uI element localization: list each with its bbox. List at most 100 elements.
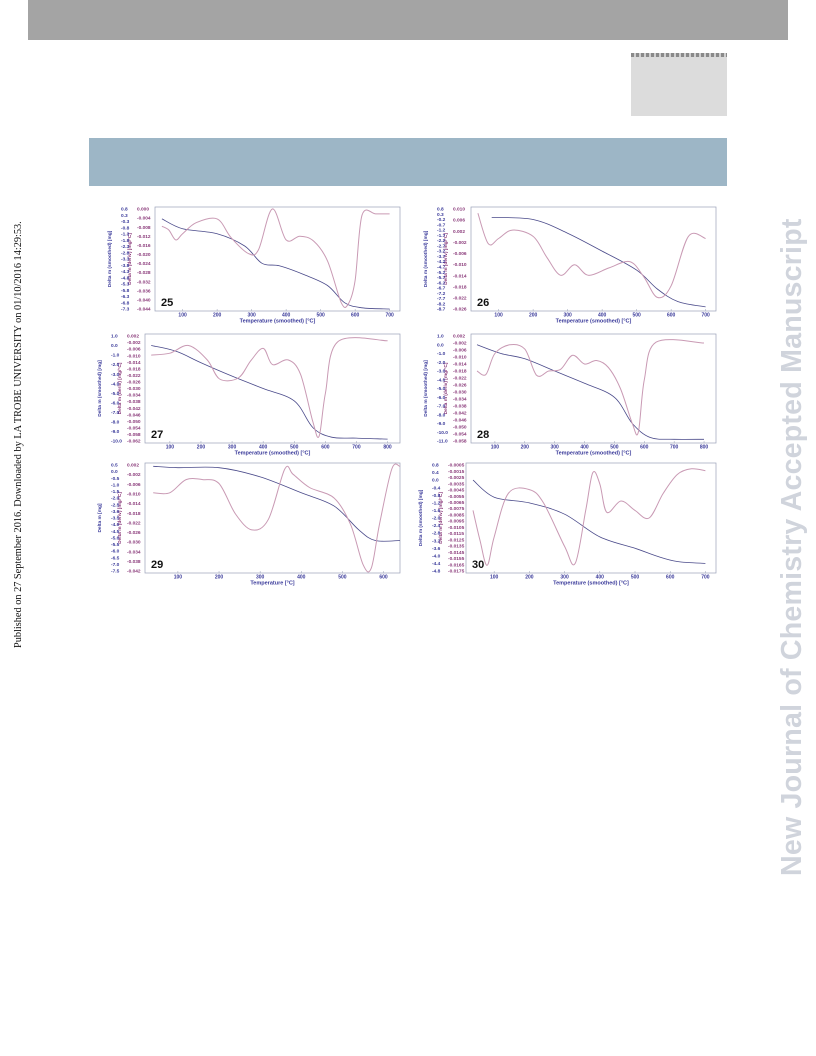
y-axis-label-left: Delta m (smoothed) [mg] <box>107 230 113 287</box>
y-tick-left: -5.8 <box>121 288 130 294</box>
x-tick-label: 500 <box>632 313 641 319</box>
x-tick-label: 200 <box>525 575 534 581</box>
y-tick-left: -7.0 <box>111 562 120 568</box>
y-tick-right: -0.018 <box>127 511 141 517</box>
y-tick-right: -0.0085 <box>448 512 465 518</box>
y-tick-right: -0.006 <box>127 482 141 488</box>
y-tick-right: 0.002 <box>453 334 465 340</box>
y-tick-left: -1.3 <box>121 232 130 238</box>
y-tick-left: -6.3 <box>121 294 130 300</box>
tga-panel-26: Delta m (smoothed) [mg] Delta m (deriv) [… <box>423 203 719 325</box>
y-axis-label-right: Delta m (deriv) [mg/°C] <box>438 492 444 544</box>
y-tick-left: 1.0 <box>111 334 118 340</box>
y-tick-left: -8.0 <box>437 412 446 418</box>
y-tick-right: 0.010 <box>453 207 465 213</box>
y-tick-left: -7.3 <box>121 307 130 313</box>
panel-number: 29 <box>151 559 163 571</box>
y-tick-right: -0.034 <box>127 549 141 555</box>
y-tick-right: -0.034 <box>453 397 467 403</box>
x-tick-label: 100 <box>490 575 499 581</box>
x-tick-label: 600 <box>666 575 675 581</box>
y-axis-label-right: Delta m (deriv) [mg/°C] <box>443 233 449 285</box>
y-tick-right: -0.054 <box>127 425 141 431</box>
y-tick-left: -4.5 <box>111 529 120 535</box>
y-tick-right: -0.044 <box>137 307 151 313</box>
y-tick-left: -5.5 <box>111 542 120 548</box>
y-tick-right: -0.018 <box>453 284 467 290</box>
y-tick-left: -1.0 <box>437 351 446 357</box>
y-axis-label-right: Delta m (deriv) [mg/°C] <box>117 492 123 544</box>
y-tick-left: 1.0 <box>437 334 444 340</box>
derivative-curve <box>153 463 401 573</box>
y-tick-left: -2.0 <box>437 360 446 366</box>
y-tick-left: -2.8 <box>121 250 130 256</box>
y-tick-left: -6.0 <box>437 395 446 401</box>
x-axis-label: Temperature (smoothed) [°C] <box>556 451 632 457</box>
mass-loss-curve <box>161 218 390 310</box>
y-axis-label-right: Delta m (deriv) [mg/°C] <box>443 362 449 414</box>
header-bar <box>28 0 788 40</box>
tga-chart-29: Delta m [mg] Delta m (deriv) [mg/°C]0.50.… <box>97 463 401 587</box>
derivative-curve <box>476 339 705 436</box>
y-tick-right: -0.022 <box>453 295 467 301</box>
y-tick-left: -4.0 <box>111 381 120 387</box>
y-tick-right: -0.0125 <box>448 537 465 543</box>
y-tick-right: -0.0065 <box>448 500 465 506</box>
y-tick-left: -3.0 <box>437 369 446 375</box>
x-tick-label: 800 <box>700 445 709 451</box>
y-tick-left: 0.4 <box>432 470 439 476</box>
x-tick-label: 400 <box>282 313 291 319</box>
x-tick-label: 600 <box>667 313 676 319</box>
mass-loss-curve <box>153 465 401 542</box>
y-tick-right: -0.0165 <box>448 562 465 568</box>
derivative-curve <box>161 208 390 309</box>
x-tick-label: 200 <box>197 445 206 451</box>
y-tick-right: -0.030 <box>127 540 141 546</box>
y-tick-right: -0.014 <box>453 362 467 368</box>
y-tick-right: -0.012 <box>137 234 151 240</box>
x-tick-label: 600 <box>379 575 388 581</box>
x-tick-label: 400 <box>297 575 306 581</box>
x-tick-label: 200 <box>521 445 530 451</box>
y-axis-label-left: Delta m [mg] <box>97 503 103 532</box>
y-tick-left: -2.4 <box>432 523 441 529</box>
y-tick-left: -1.2 <box>432 500 441 506</box>
y-tick-left: -2.5 <box>111 502 120 508</box>
y-tick-left: -3.2 <box>432 538 441 544</box>
x-tick-label: 800 <box>383 445 392 451</box>
y-tick-right: -0.0015 <box>448 469 465 475</box>
x-tick-label: 300 <box>228 445 237 451</box>
y-tick-right: -0.058 <box>453 439 467 445</box>
y-tick-left: -3.5 <box>111 516 120 522</box>
y-tick-right: -0.028 <box>137 270 151 276</box>
y-tick-right: -0.058 <box>127 432 141 438</box>
y-tick-right: 0.002 <box>453 229 465 235</box>
derivative-curve <box>151 337 388 438</box>
derivative-curve <box>477 213 706 299</box>
x-tick-label: 500 <box>631 575 640 581</box>
y-tick-right: -0.038 <box>127 399 141 405</box>
x-tick-label: 200 <box>529 313 538 319</box>
y-tick-right: -0.006 <box>453 251 467 257</box>
y-tick-left: 0.3 <box>437 212 444 218</box>
publication-note-text: Published on 27 September 2016. Download… <box>13 221 24 648</box>
y-tick-left: -4.7 <box>437 264 446 270</box>
y-tick-left: -1.0 <box>111 353 120 359</box>
y-tick-left: -7.2 <box>437 291 446 297</box>
panel-number: 30 <box>472 559 484 571</box>
x-tick-label: 500 <box>338 575 347 581</box>
tga-panel-25: Delta m (smoothed) [mg] Delta m (deriv) [… <box>107 203 403 325</box>
y-tick-left: -1.5 <box>111 489 120 495</box>
y-tick-left: -3.0 <box>111 372 120 378</box>
y-tick-left: 0.0 <box>432 478 439 484</box>
y-tick-left: -10.0 <box>437 430 448 436</box>
y-tick-left: -1.0 <box>111 482 120 488</box>
y-tick-right: -0.036 <box>137 288 151 294</box>
y-tick-right: -0.022 <box>127 520 141 526</box>
watermark: New Journal of Chemistry Accepted Manusc… <box>774 178 808 878</box>
y-tick-right: -0.0025 <box>448 475 465 481</box>
y-tick-right: -0.042 <box>127 569 141 575</box>
x-axis-label: Temperature (smoothed) [°C] <box>235 451 311 457</box>
y-tick-left: -7.0 <box>111 410 120 416</box>
tga-chart-28: Delta m (smoothed) [mg] Delta m (deriv) [… <box>423 334 717 457</box>
